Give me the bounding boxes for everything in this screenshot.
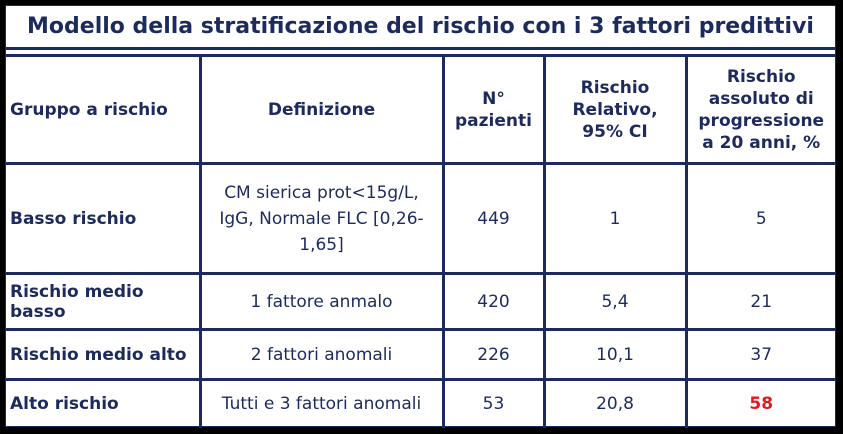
header-definition: Definizione bbox=[198, 54, 445, 165]
row-patients: 449 bbox=[441, 162, 546, 275]
header-absolute-risk: Rischio assoluto di progressione a 20 an… bbox=[684, 54, 835, 165]
row-definition: CM sierica prot<15g/L, IgG, Normale FLC … bbox=[198, 162, 445, 275]
row-patients: 53 bbox=[441, 378, 546, 428]
table-row: Rischio medio alto 2 fattori anomali 226… bbox=[6, 328, 835, 381]
table-row: Alto rischio Tutti e 3 fattori anomali 5… bbox=[6, 378, 835, 428]
row-relative-risk: 20,8 bbox=[542, 378, 688, 428]
header-relative-risk: Rischio Relativo, 95% CI bbox=[542, 54, 688, 165]
row-relative-risk: 1 bbox=[542, 162, 688, 275]
row-relative-risk: 5,4 bbox=[542, 272, 688, 331]
page-title: Modello della stratificazione del rischi… bbox=[6, 6, 835, 50]
row-definition: 1 fattore anmalo bbox=[198, 272, 445, 331]
row-absolute-risk: 37 bbox=[684, 328, 835, 381]
header-patients: N° pazienti bbox=[441, 54, 546, 165]
row-group: Rischio medio alto bbox=[6, 328, 202, 381]
row-group: Alto rischio bbox=[6, 378, 202, 428]
table-row: Basso rischio CM sierica prot<15g/L, IgG… bbox=[6, 162, 835, 275]
row-group: Basso rischio bbox=[6, 162, 202, 275]
risk-table: Gruppo a rischio Definizione N° pazienti… bbox=[6, 54, 835, 428]
slide-frame: Modello della stratificazione del rischi… bbox=[5, 5, 836, 428]
row-relative-risk: 10,1 bbox=[542, 328, 688, 381]
row-group: Rischio medio basso bbox=[6, 272, 202, 331]
row-patients: 226 bbox=[441, 328, 546, 381]
row-definition: 2 fattori anomali bbox=[198, 328, 445, 381]
row-absolute-risk: 21 bbox=[684, 272, 835, 331]
table-row: Rischio medio basso 1 fattore anmalo 420… bbox=[6, 272, 835, 331]
row-absolute-risk: 5 bbox=[684, 162, 835, 275]
row-definition: Tutti e 3 fattori anomali bbox=[198, 378, 445, 428]
row-patients: 420 bbox=[441, 272, 546, 331]
header-group: Gruppo a rischio bbox=[6, 54, 202, 165]
row-absolute-risk-highlight: 58 bbox=[684, 378, 835, 428]
table-header-row: Gruppo a rischio Definizione N° pazienti… bbox=[6, 54, 835, 165]
